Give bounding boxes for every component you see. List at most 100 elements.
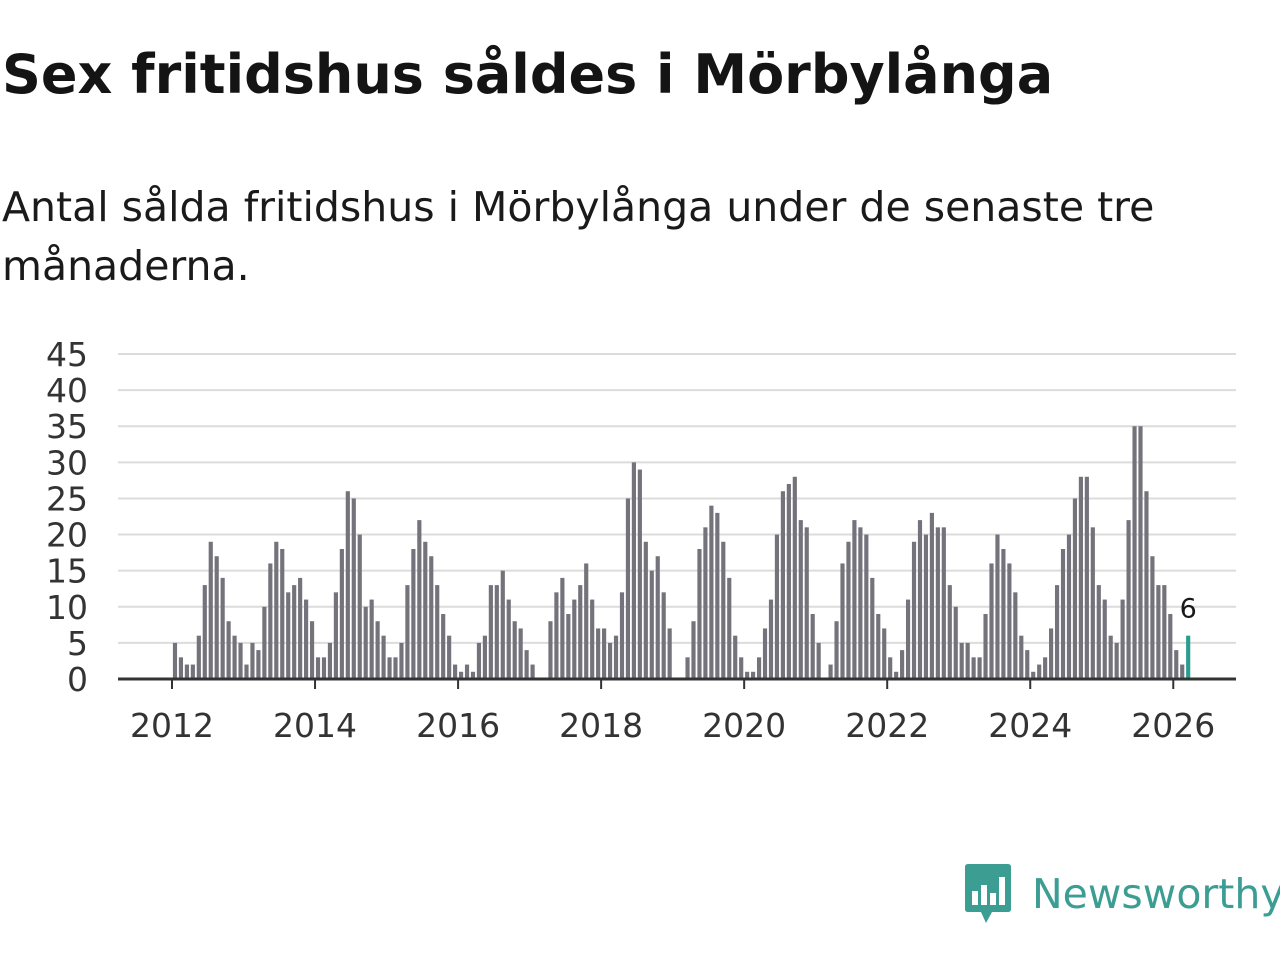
bar [834, 621, 839, 679]
bar [607, 642, 613, 679]
bar [250, 642, 255, 679]
bar [780, 491, 785, 679]
bar [232, 635, 237, 679]
bar [810, 614, 815, 679]
x-tick-label: 2014 [273, 706, 357, 745]
bar [1078, 476, 1083, 679]
bar [441, 614, 446, 679]
bar [727, 577, 732, 679]
bar [733, 635, 738, 679]
y-tick-label: 10 [46, 588, 88, 627]
bar [971, 657, 976, 679]
bar [1084, 476, 1089, 679]
bar [798, 520, 803, 679]
bar [566, 614, 571, 679]
bar [590, 599, 595, 679]
bar [995, 534, 1000, 679]
bar [756, 657, 762, 679]
bar [572, 599, 577, 679]
bar [369, 599, 374, 679]
bar [1174, 650, 1179, 679]
bar [1031, 671, 1036, 679]
bar [846, 541, 851, 679]
bar [1060, 549, 1066, 679]
bar [447, 635, 452, 679]
bar [1007, 563, 1012, 679]
x-tick-label: 2020 [702, 706, 786, 745]
bar [381, 635, 386, 679]
bar [637, 469, 642, 679]
bar [512, 621, 517, 679]
bar [1144, 491, 1149, 679]
bar [1102, 599, 1107, 679]
bar [1049, 628, 1054, 679]
y-tick-label: 40 [46, 371, 88, 410]
bar [929, 512, 934, 679]
bar [518, 628, 523, 679]
bar [530, 664, 535, 679]
x-tick-label: 2018 [559, 706, 643, 745]
bar [393, 657, 398, 679]
bar [697, 549, 702, 679]
bar [840, 563, 845, 679]
y-tick-label: 15 [46, 552, 88, 591]
bar [643, 541, 648, 679]
bar [423, 541, 428, 679]
x-axis-ticks: 2012 2014 2016 2018 2020 2022 2024 2026 [130, 679, 1215, 745]
bar [864, 534, 869, 679]
bar [631, 462, 636, 679]
bar [911, 541, 917, 679]
bar [554, 592, 559, 679]
bar [1013, 592, 1018, 679]
bar [691, 621, 696, 679]
bar [721, 541, 726, 679]
bar [363, 606, 368, 679]
bar [1126, 520, 1131, 679]
bar [172, 642, 178, 679]
bar [202, 585, 207, 679]
bar [876, 614, 881, 679]
bar [178, 657, 184, 679]
bar [905, 599, 911, 679]
bar [560, 577, 565, 679]
bar [315, 657, 321, 679]
bar [935, 527, 940, 679]
bar [786, 484, 791, 679]
bar [751, 671, 756, 679]
bar [524, 650, 529, 679]
bar [405, 585, 410, 679]
y-tick-label: 35 [46, 407, 88, 446]
bar [1132, 426, 1137, 679]
bar [888, 657, 893, 679]
bar [1108, 635, 1113, 679]
bar [280, 549, 285, 679]
bar [196, 635, 201, 679]
x-tick-label: 2022 [845, 706, 929, 745]
bar [435, 585, 440, 679]
bar [1096, 585, 1101, 679]
bar [828, 664, 833, 679]
bar [1180, 664, 1185, 679]
brand-name: Newsworthy [1032, 870, 1280, 918]
bar [649, 570, 654, 679]
bar [1066, 534, 1072, 679]
bar [190, 664, 195, 679]
bar [870, 577, 875, 679]
bar [762, 628, 768, 679]
bar [1156, 585, 1161, 679]
bar [387, 657, 392, 679]
bar [298, 577, 303, 679]
bar [476, 642, 482, 679]
bar [345, 491, 350, 679]
chart-title: Sex fritidshus såldes i Mörbylånga [2, 43, 1054, 106]
bar [745, 671, 750, 679]
bar [602, 628, 607, 679]
bar [882, 628, 887, 679]
bar [917, 520, 923, 679]
bar [333, 592, 338, 679]
bar [1019, 635, 1024, 679]
bar [292, 585, 297, 679]
bar [256, 650, 261, 679]
brand: Newsworthy [962, 862, 1280, 926]
